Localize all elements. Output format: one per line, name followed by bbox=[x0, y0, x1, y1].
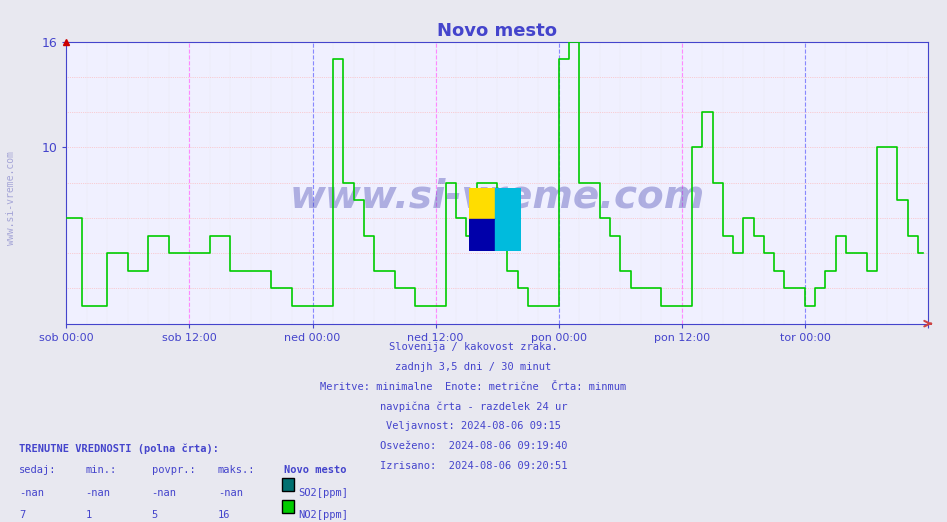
Text: 16: 16 bbox=[218, 510, 230, 520]
Text: Osveženo:  2024-08-06 09:19:40: Osveženo: 2024-08-06 09:19:40 bbox=[380, 441, 567, 451]
Text: navpična črta - razdelek 24 ur: navpična črta - razdelek 24 ur bbox=[380, 401, 567, 412]
Text: www.si-vreme.com: www.si-vreme.com bbox=[7, 151, 16, 245]
Bar bbox=[469, 219, 495, 251]
Text: povpr.:: povpr.: bbox=[152, 465, 195, 474]
Text: maks.:: maks.: bbox=[218, 465, 256, 474]
Text: Novo mesto: Novo mesto bbox=[284, 465, 347, 474]
Text: min.:: min.: bbox=[85, 465, 116, 474]
Bar bbox=[469, 188, 495, 219]
Text: TRENUTNE VREDNOSTI (polna črta):: TRENUTNE VREDNOSTI (polna črta): bbox=[19, 444, 219, 454]
Text: -nan: -nan bbox=[218, 488, 242, 498]
Title: Novo mesto: Novo mesto bbox=[438, 22, 557, 40]
Text: Veljavnost: 2024-08-06 09:15: Veljavnost: 2024-08-06 09:15 bbox=[386, 421, 561, 431]
Text: zadnjh 3,5 dni / 30 minut: zadnjh 3,5 dni / 30 minut bbox=[396, 362, 551, 372]
Text: -nan: -nan bbox=[152, 488, 176, 498]
Text: 1: 1 bbox=[85, 510, 92, 520]
Text: www.si-vreme.com: www.si-vreme.com bbox=[290, 178, 705, 216]
Text: Meritve: minimalne  Enote: metrične  Črta: minmum: Meritve: minimalne Enote: metrične Črta:… bbox=[320, 382, 627, 392]
Text: Izrisano:  2024-08-06 09:20:51: Izrisano: 2024-08-06 09:20:51 bbox=[380, 461, 567, 471]
Text: Slovenija / kakovost zraka.: Slovenija / kakovost zraka. bbox=[389, 342, 558, 352]
Text: -nan: -nan bbox=[85, 488, 110, 498]
Bar bbox=[495, 188, 521, 219]
Text: SO2[ppm]: SO2[ppm] bbox=[298, 488, 348, 498]
Text: 5: 5 bbox=[152, 510, 158, 520]
Bar bbox=[495, 219, 521, 251]
Text: -nan: -nan bbox=[19, 488, 44, 498]
Text: 7: 7 bbox=[19, 510, 26, 520]
Text: NO2[ppm]: NO2[ppm] bbox=[298, 510, 348, 520]
Text: sedaj:: sedaj: bbox=[19, 465, 57, 474]
